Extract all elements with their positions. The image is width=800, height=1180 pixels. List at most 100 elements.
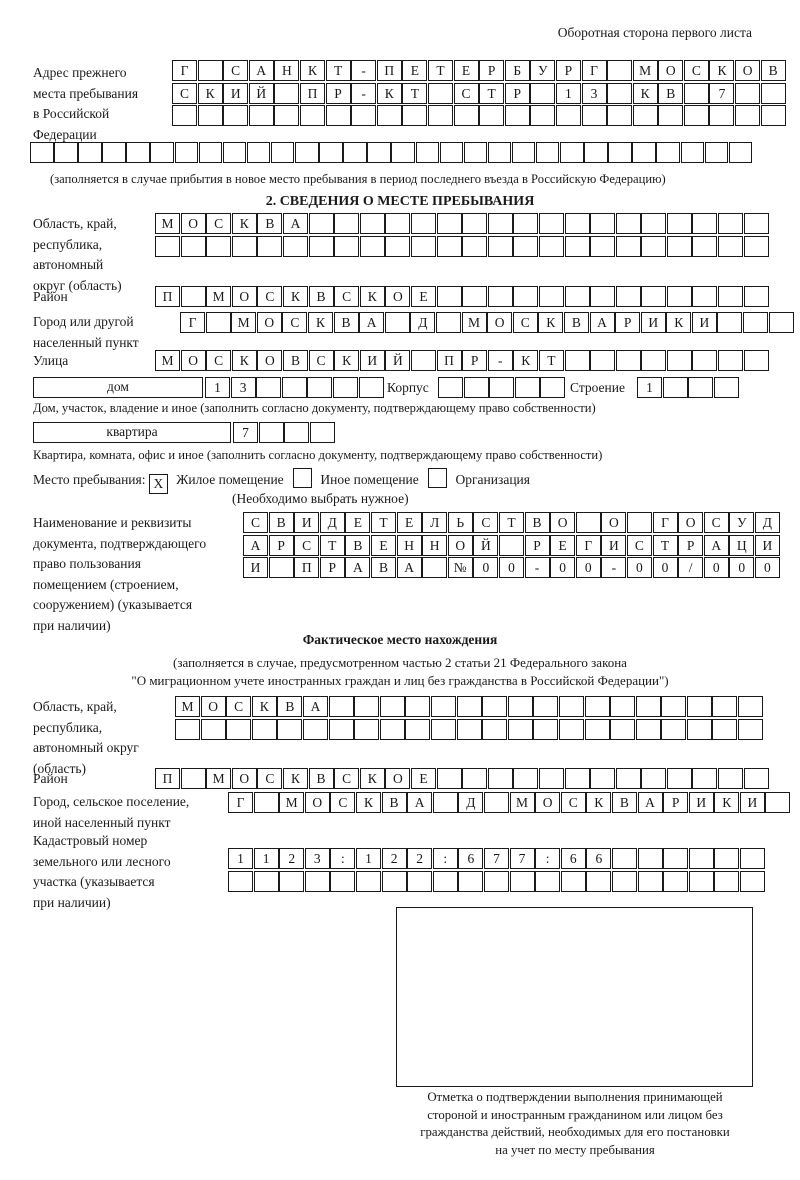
char-cell[interactable]: В [563,312,589,333]
char-cell[interactable] [268,557,294,578]
char-cell[interactable]: Д [319,512,345,533]
flat-number-cells[interactable]: 7 [233,422,335,443]
char-cell[interactable]: О [535,792,561,813]
char-cell[interactable]: В [345,534,371,556]
char-cell[interactable]: Р [555,60,581,81]
char-cell[interactable] [663,848,689,869]
char-cell[interactable] [615,350,641,371]
char-cell[interactable]: 0 [473,557,499,578]
char-cell[interactable]: Г [581,60,607,81]
char-cell[interactable] [248,105,274,126]
char-cell[interactable]: 1 [637,377,662,398]
char-cell[interactable]: Т [538,350,564,371]
char-cell[interactable]: Т [370,512,396,533]
char-cell[interactable] [358,377,384,398]
char-cell[interactable] [688,377,714,398]
char-cell[interactable]: С [512,312,538,333]
char-cell[interactable]: Т [479,82,505,104]
char-cell[interactable]: М [279,792,305,813]
char-cell[interactable]: - [601,557,627,578]
char-cell[interactable] [564,286,590,307]
char-cell[interactable] [489,377,515,398]
char-cell[interactable] [641,350,667,371]
char-cell[interactable] [410,213,436,234]
char-cell[interactable] [253,870,279,892]
char-cell[interactable] [743,350,769,371]
char-cell[interactable]: С [560,792,586,813]
char-cell[interactable]: В [277,696,303,717]
char-cell[interactable] [513,235,539,257]
char-cell[interactable]: К [355,792,381,813]
char-cell[interactable] [615,286,641,307]
char-cell[interactable]: П [299,82,325,104]
char-cell[interactable] [458,870,484,892]
korpus-cells[interactable] [438,377,566,398]
char-cell[interactable] [334,235,360,257]
char-cell[interactable]: Г [172,60,197,81]
char-cell[interactable]: С [226,696,252,717]
char-cell[interactable] [704,142,729,163]
char-cell[interactable] [718,235,744,257]
char-cell[interactable] [438,377,463,398]
char-cell[interactable] [564,213,590,234]
char-cell[interactable] [692,213,718,234]
char-cell[interactable]: В [308,768,334,789]
char-cell[interactable] [641,213,667,234]
char-cell[interactable]: О [200,696,226,717]
char-cell[interactable]: С [626,534,652,556]
char-cell[interactable]: М [461,312,487,333]
char-cell[interactable] [666,213,692,234]
char-cell[interactable] [581,105,607,126]
char-cell[interactable]: Й [473,534,499,556]
char-cell[interactable] [172,105,197,126]
char-cell[interactable] [258,422,284,443]
char-cell[interactable] [456,718,482,740]
char-cell[interactable] [351,105,377,126]
char-cell[interactable] [498,534,524,556]
char-cell[interactable]: - [351,60,377,81]
char-cell[interactable] [635,696,661,717]
char-cell[interactable]: О [256,312,282,333]
char-cell[interactable]: 1 [228,848,253,869]
char-cell[interactable]: В [611,792,637,813]
char-cell[interactable] [332,377,358,398]
char-cell[interactable] [586,870,612,892]
char-cell[interactable]: М [155,213,180,234]
char-cell[interactable]: 0 [703,557,729,578]
char-cell[interactable] [739,848,765,869]
char-cell[interactable] [564,768,590,789]
char-cell[interactable]: С [294,534,320,556]
char-cell[interactable] [274,82,300,104]
char-cell[interactable] [615,235,641,257]
char-cell[interactable]: И [601,534,627,556]
char-cell[interactable]: С [473,512,499,533]
char-cell[interactable] [688,848,714,869]
char-cell[interactable] [343,142,367,163]
char-cell[interactable] [309,422,335,443]
char-cell[interactable] [410,350,436,371]
char-cell[interactable]: 1 [205,377,230,398]
char-cell[interactable] [226,718,252,740]
char-cell[interactable]: С [172,82,197,104]
char-cell[interactable] [281,377,307,398]
char-cell[interactable] [714,848,740,869]
char-cell[interactable]: М [206,286,232,307]
char-cell[interactable]: : [330,848,356,869]
char-cell[interactable] [328,696,354,717]
char-cell[interactable] [607,82,633,104]
char-cell[interactable]: О [678,512,704,533]
char-cell[interactable]: О [180,213,206,234]
char-cell[interactable]: К [231,213,257,234]
char-cell[interactable] [334,213,360,234]
char-cell[interactable]: Е [410,286,436,307]
char-cell[interactable]: К [359,768,385,789]
char-cell[interactable]: Т [498,512,524,533]
char-cell[interactable]: И [691,312,717,333]
char-cell[interactable]: И [739,792,765,813]
char-cell[interactable] [231,235,257,257]
char-cell[interactable] [222,142,247,163]
char-cell[interactable]: О [257,350,283,371]
char-cell[interactable] [257,235,283,257]
